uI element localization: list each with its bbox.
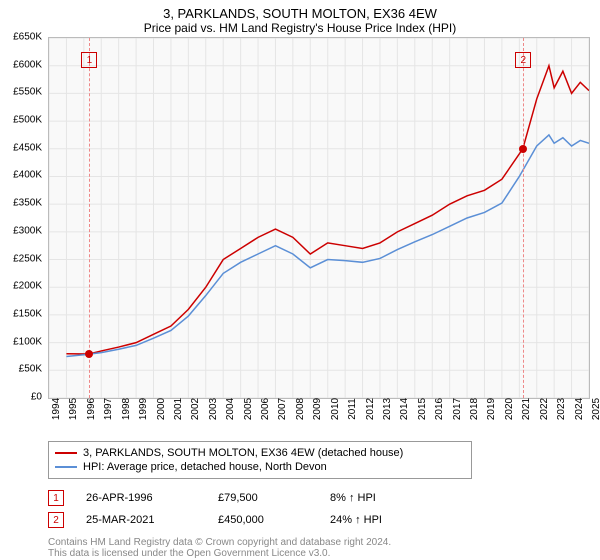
sales-list: 1 26-APR-1996 £79,500 8% ↑ HPI 2 25-MAR-… [48,487,600,531]
sale-marker-1: 1 [48,490,64,506]
xtick: 2019 [486,398,497,420]
xtick: 2021 [521,398,532,420]
xtick: 2023 [556,398,567,420]
xtick: 2004 [225,398,236,420]
ytick: £300K [2,225,42,236]
plot-svg [49,38,589,398]
ytick: £0 [2,392,42,403]
footer-line-2: This data is licensed under the Open Gov… [48,548,600,559]
xtick: 2015 [417,398,428,420]
ytick: £550K [2,87,42,98]
xtick: 2016 [434,398,445,420]
ytick: £500K [2,115,42,126]
chart-title: 3, PARKLANDS, SOUTH MOLTON, EX36 4EW [0,0,600,21]
sale-date-2: 25-MAR-2021 [86,514,196,526]
ytick: £450K [2,142,42,153]
ytick: £650K [2,32,42,43]
legend-item-1: 3, PARKLANDS, SOUTH MOLTON, EX36 4EW (de… [55,446,465,460]
chart-area: 12 £0£50K£100K£150K£200K£250K£300K£350K£… [48,37,588,417]
xtick: 2003 [208,398,219,420]
xtick: 2024 [574,398,585,420]
xtick: 2008 [295,398,306,420]
sale-date-1: 26-APR-1996 [86,492,196,504]
ytick: £50K [2,364,42,375]
xtick: 2011 [347,398,358,420]
xtick: 1995 [68,398,79,420]
xtick: 2022 [539,398,550,420]
xtick: 2005 [243,398,254,420]
xtick: 2002 [190,398,201,420]
xtick: 1996 [86,398,97,420]
chart-subtitle: Price paid vs. HM Land Registry's House … [0,21,600,37]
ytick: £400K [2,170,42,181]
xtick: 2000 [156,398,167,420]
legend-label-1: 3, PARKLANDS, SOUTH MOLTON, EX36 4EW (de… [83,447,403,459]
legend-item-2: HPI: Average price, detached house, Nort… [55,460,465,474]
sale-row-2: 2 25-MAR-2021 £450,000 24% ↑ HPI [48,509,600,531]
ytick: £350K [2,198,42,209]
marker-dot-1 [85,350,93,358]
sale-delta-1: 8% ↑ HPI [330,492,376,504]
ytick: £250K [2,253,42,264]
sale-price-1: £79,500 [218,492,308,504]
plot-background: 12 [48,37,590,399]
xtick: 2010 [330,398,341,420]
xtick: 2025 [591,398,600,420]
xtick: 2007 [277,398,288,420]
ytick: £600K [2,59,42,70]
xtick: 2017 [452,398,463,420]
xtick: 2018 [469,398,480,420]
legend-swatch-2 [55,466,77,468]
xtick: 2013 [382,398,393,420]
xtick: 2001 [173,398,184,420]
xtick: 2012 [365,398,376,420]
marker-dot-2 [519,145,527,153]
xtick: 1994 [51,398,62,420]
xtick: 1998 [121,398,132,420]
ytick: £200K [2,281,42,292]
ytick: £100K [2,336,42,347]
xtick: 1999 [138,398,149,420]
sale-row-1: 1 26-APR-1996 £79,500 8% ↑ HPI [48,487,600,509]
ytick: £150K [2,308,42,319]
xtick: 2006 [260,398,271,420]
xtick: 1997 [103,398,114,420]
sale-marker-2: 2 [48,512,64,528]
sale-delta-2: 24% ↑ HPI [330,514,382,526]
marker-label-2: 2 [515,52,531,68]
footer: Contains HM Land Registry data © Crown c… [48,537,600,559]
legend-label-2: HPI: Average price, detached house, Nort… [83,461,327,473]
xtick: 2020 [504,398,515,420]
legend: 3, PARKLANDS, SOUTH MOLTON, EX36 4EW (de… [48,441,472,479]
marker-label-1: 1 [81,52,97,68]
legend-swatch-1 [55,452,77,454]
footer-line-1: Contains HM Land Registry data © Crown c… [48,537,600,548]
xtick: 2014 [399,398,410,420]
chart-container: 3, PARKLANDS, SOUTH MOLTON, EX36 4EW Pri… [0,0,600,560]
xtick: 2009 [312,398,323,420]
sale-price-2: £450,000 [218,514,308,526]
